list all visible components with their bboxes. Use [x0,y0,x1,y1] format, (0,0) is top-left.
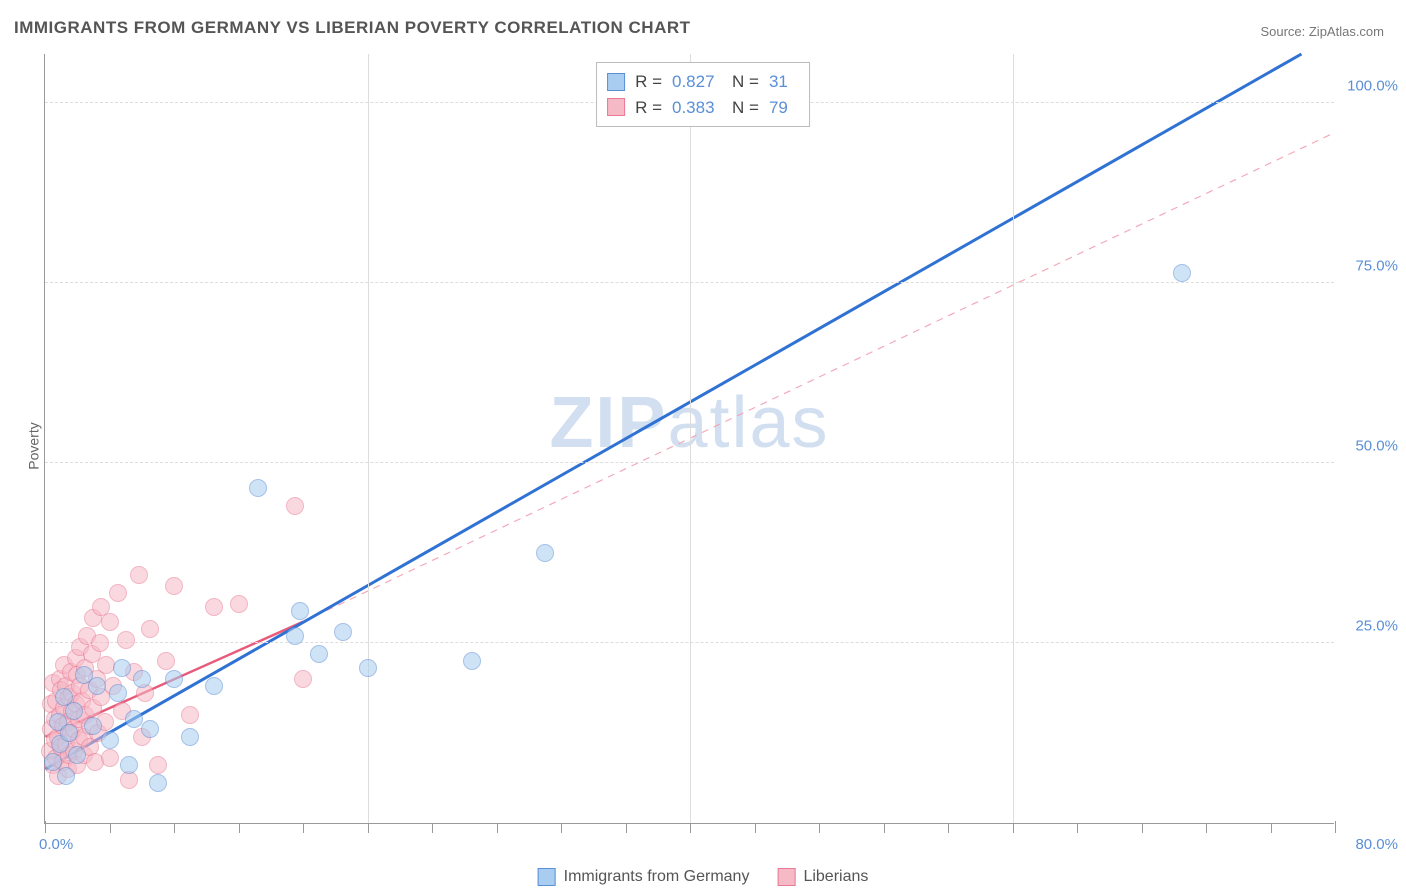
data-point [57,767,75,785]
data-point [113,659,131,677]
x-tick-minor [948,823,949,833]
stats-row: R = 0.827 N = 31 [607,69,795,95]
data-point [205,598,223,616]
data-point [310,645,328,663]
source-prefix: Source: [1260,24,1308,39]
data-point [181,728,199,746]
data-point [181,706,199,724]
x-tick-minor [1271,823,1272,833]
gridline-vertical [690,54,691,823]
x-tick-major [1335,821,1336,833]
data-point [157,652,175,670]
legend-swatch [607,73,625,91]
legend-label: Immigrants from Germany [564,868,750,886]
stats-n-label: N = [732,95,759,121]
y-axis-label: Poverty [26,422,42,469]
stats-row: R = 0.383 N = 79 [607,95,795,121]
data-point [165,670,183,688]
data-point [165,577,183,595]
data-point [536,544,554,562]
x-tick-label-max: 80.0% [1355,836,1398,853]
data-point [149,756,167,774]
x-tick-minor [303,823,304,833]
trend-line [45,54,1301,769]
legend-item: Immigrants from Germany [538,868,750,886]
x-tick-minor [1142,823,1143,833]
x-tick-minor [174,823,175,833]
y-tick-label: 50.0% [1355,438,1398,455]
data-point [101,749,119,767]
data-point [205,677,223,695]
data-point [1173,264,1191,282]
x-tick-minor [561,823,562,833]
stats-n-label: N = [732,69,759,95]
data-point [133,670,151,688]
x-tick-minor [432,823,433,833]
data-point [141,720,159,738]
data-point [334,623,352,641]
source-attribution: Source: ZipAtlas.com [1260,24,1384,39]
data-point [141,620,159,638]
y-tick-label: 75.0% [1355,258,1398,275]
stats-r-label: R = [635,69,662,95]
legend-label: Liberians [803,868,868,886]
data-point [65,702,83,720]
data-point [359,659,377,677]
x-tick-label-min: 0.0% [39,836,73,853]
data-point [109,584,127,602]
data-point [101,613,119,631]
data-point [97,656,115,674]
gridline-vertical [368,54,369,823]
legend-swatch [777,868,795,886]
legend-swatch [538,868,556,886]
data-point [117,631,135,649]
x-tick-minor [819,823,820,833]
data-point [125,710,143,728]
data-point [60,724,78,742]
legend-swatch [607,98,625,116]
data-point [88,677,106,695]
x-tick-minor [626,823,627,833]
legend-item: Liberians [777,868,868,886]
gridline-vertical [1013,54,1014,823]
legend-bottom: Immigrants from Germany Liberians [538,868,869,886]
data-point [91,634,109,652]
data-point [109,684,127,702]
x-tick-minor [110,823,111,833]
plot-area: ZIPatlas 25.0%50.0%75.0%100.0%0.0%80.0% [44,54,1334,824]
y-tick-label: 100.0% [1347,78,1398,95]
data-point [286,497,304,515]
data-point [44,753,62,771]
stats-r-value: 0.827 [672,69,722,95]
data-point [249,479,267,497]
data-point [149,774,167,792]
y-tick-label: 25.0% [1355,618,1398,635]
x-tick-minor [755,823,756,833]
stats-legend-box: R = 0.827 N = 31 R = 0.383 N = 79 [596,62,810,127]
data-point [294,670,312,688]
data-point [130,566,148,584]
trend-line [303,133,1334,622]
data-point [84,717,102,735]
data-point [291,602,309,620]
stats-n-value: 31 [769,69,795,95]
data-point [101,731,119,749]
stats-r-value: 0.383 [672,95,722,121]
source-name: ZipAtlas.com [1309,24,1384,39]
x-tick-minor [1077,823,1078,833]
chart-title: IMMIGRANTS FROM GERMANY VS LIBERIAN POVE… [14,18,691,38]
data-point [230,595,248,613]
data-point [286,627,304,645]
x-tick-minor [239,823,240,833]
x-tick-major [45,821,46,833]
x-tick-minor [884,823,885,833]
x-tick-minor [1206,823,1207,833]
stats-r-label: R = [635,95,662,121]
data-point [120,756,138,774]
stats-n-value: 79 [769,95,795,121]
x-tick-minor [497,823,498,833]
data-point [463,652,481,670]
data-point [68,746,86,764]
